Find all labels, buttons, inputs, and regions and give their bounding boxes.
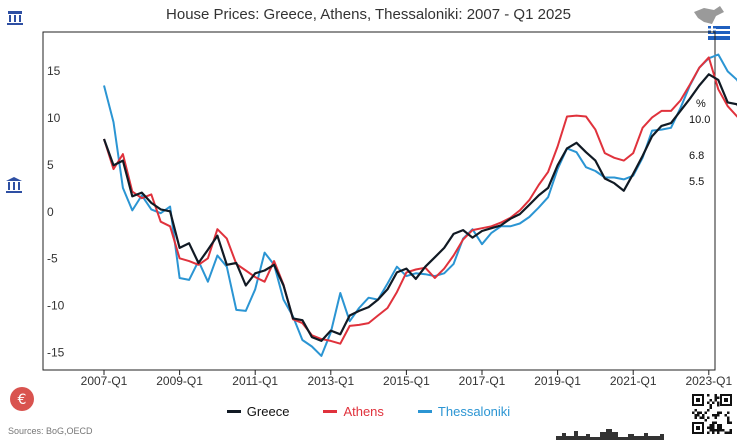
- end-value-label: 5.5: [689, 176, 704, 188]
- euro-coin-icon: €: [9, 386, 35, 412]
- legend-swatch: [417, 410, 432, 413]
- legend-label: Greece: [246, 404, 290, 419]
- greek-parthenon-icon: [6, 8, 24, 26]
- series-line-thessaloniki: [103, 53, 737, 357]
- qr-code-icon: [690, 392, 734, 436]
- y-tick-label: 5: [47, 158, 54, 172]
- series-line-athens: [103, 56, 737, 345]
- legend: Greece Athens Thessaloniki: [0, 404, 737, 419]
- y-tick-label: -10: [47, 299, 65, 313]
- y-tick-label: 15: [47, 64, 61, 78]
- y-tick-label: -5: [47, 252, 58, 266]
- source-note: Sources: BoG,OECD: [8, 426, 93, 436]
- y-tick-label: 10: [47, 111, 61, 125]
- plot-area: [42, 31, 716, 371]
- x-tick-label: 2011-Q1: [232, 374, 278, 388]
- x-tick-label: 2015-Q1: [383, 374, 430, 388]
- legend-label: Thessaloniki: [437, 404, 511, 419]
- legend-swatch: [323, 410, 338, 413]
- y-tick-label: -15: [47, 346, 65, 360]
- legend-label: Athens: [343, 404, 384, 419]
- legend-item-athens: Athens: [323, 404, 384, 419]
- x-tick-label: 2019-Q1: [534, 374, 581, 388]
- legend-item-thessaloniki: Thessaloniki: [417, 404, 511, 419]
- x-tick-label: 2021-Q1: [610, 374, 657, 388]
- end-value-label: 10.0: [689, 114, 710, 126]
- city-skyline-icon: [556, 424, 668, 440]
- svg-text:€: €: [18, 392, 27, 408]
- x-tick-label: 2007-Q1: [81, 374, 128, 388]
- legend-swatch: [226, 410, 241, 413]
- unit-label: %: [696, 98, 706, 110]
- series-line-greece: [102, 73, 737, 342]
- x-tick-label: 2013-Q1: [307, 374, 354, 388]
- x-tick-label: 2009-Q1: [156, 374, 203, 388]
- x-tick-label: 2017-Q1: [459, 374, 506, 388]
- y-tick-label: 0: [47, 205, 54, 219]
- end-value-label: 6.8: [689, 150, 704, 162]
- greece-map-flag-icon: [690, 4, 732, 42]
- x-tick-label: 2023-Q1: [685, 374, 732, 388]
- parthenon-icon: [5, 176, 23, 194]
- chart-title: House Prices: Greece, Athens, Thessaloni…: [166, 6, 571, 23]
- legend-item-greece: Greece: [226, 404, 290, 419]
